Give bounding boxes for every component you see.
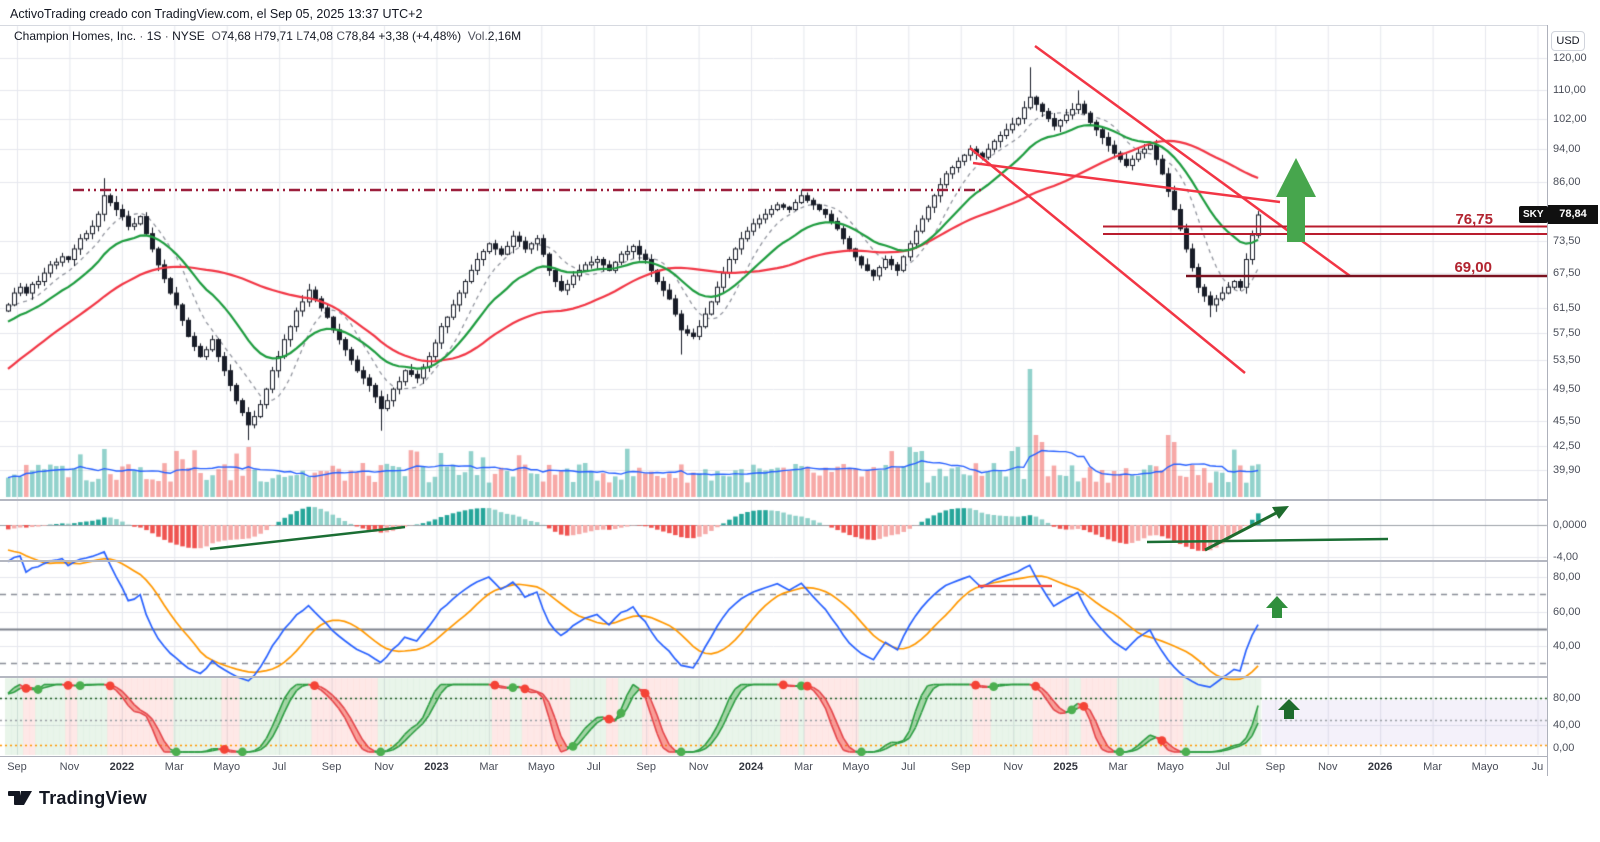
time-axis-label: Nov (1003, 761, 1023, 773)
time-axis-label: Sep (636, 761, 656, 773)
price-tick-label: 42,50 (1553, 440, 1581, 452)
time-axis-label: Sep (7, 761, 27, 773)
widget-border (0, 25, 1600, 26)
time-axis-label: Mar (1423, 761, 1443, 773)
last-price-badge: 78,84 (1548, 205, 1598, 224)
legend-timeframe[interactable]: 1S (146, 29, 162, 43)
time-axis-label: Jul (901, 761, 916, 773)
price-tick-label: 73,50 (1553, 235, 1581, 247)
time-axis[interactable] (0, 756, 1547, 777)
stoch-tick-label: 40,00 (1553, 719, 1581, 731)
symbol-legend[interactable]: Champion Homes, Inc. · 1S · NYSE O74,68 … (14, 29, 521, 43)
stoch-tick-label: 80,00 (1553, 692, 1581, 704)
time-axis-year-label: 2024 (738, 761, 764, 773)
time-axis-label: Mar (1108, 761, 1128, 773)
legend-change: +3,38 (+4,48%) (378, 29, 462, 43)
time-axis-label: Jul (272, 761, 287, 773)
price-tick-label: 86,00 (1553, 176, 1581, 188)
resistance-price-label[interactable]: 76,75 (1455, 211, 1493, 228)
tradingview-logo-icon (8, 791, 32, 805)
time-axis-label: Jul (586, 761, 601, 773)
time-axis-label: Nov (59, 761, 80, 773)
price-tick-label: 110,00 (1553, 84, 1586, 96)
symbol-title[interactable]: Champion Homes, Inc. (14, 29, 137, 43)
macd-tick-label: -4,00 (1553, 551, 1579, 563)
price-tick-label: 57,50 (1553, 327, 1581, 339)
time-axis-label: Sep (1265, 761, 1286, 773)
time-axis-year-label: 2023 (424, 761, 449, 773)
time-axis-year-label: 2022 (109, 761, 135, 773)
pane-separator[interactable] (0, 676, 1547, 678)
price-axis[interactable] (1547, 25, 1600, 776)
legend-volume: 2,16M (487, 29, 522, 43)
time-axis-label: Mayo (213, 761, 241, 773)
price-tick-label: 61,50 (1553, 302, 1581, 314)
price-tick-label: 120,00 (1553, 52, 1587, 64)
symbol-price-badge: SKY (1519, 206, 1548, 223)
time-axis-label: Jul (1215, 761, 1230, 773)
price-tick-label: 39,90 (1553, 464, 1581, 476)
time-axis-label: Ju (1531, 761, 1544, 773)
time-axis-year-label: 2026 (1367, 761, 1393, 773)
macd-tick-label: 0,0000 (1553, 519, 1587, 531)
stoch-tick-label: 0,00 (1553, 742, 1575, 754)
legend-exchange: NYSE (172, 29, 205, 43)
price-tick-label: 49,50 (1553, 383, 1581, 395)
time-axis-label: Mar (164, 761, 184, 773)
time-axis-label: Mayo (1157, 761, 1184, 773)
time-axis-label: Sep (950, 761, 971, 773)
time-axis-label: Mayo (527, 761, 555, 773)
tradingview-logo-text: TradingView (39, 787, 147, 808)
time-axis-label: Mar (479, 761, 499, 773)
legend-separator: · (139, 29, 147, 43)
rsi-tick-label: 40,00 (1553, 640, 1581, 652)
legend-ohlc: O74,68 H79,71 L74,08 C78,84 +3,38 (+4,48… (211, 29, 522, 43)
attribution-text: ActivoTrading creado con TradingView.com… (10, 7, 423, 21)
support-price-label[interactable]: 69,00 (1454, 259, 1492, 276)
price-tick-label: 67,50 (1553, 267, 1581, 279)
time-axis-label: Nov (688, 761, 709, 773)
price-tick-label: 53,50 (1553, 354, 1581, 366)
legend-separator2: · (161, 29, 173, 43)
pane-separator[interactable] (0, 560, 1547, 562)
price-tick-label: 102,00 (1553, 113, 1587, 125)
price-tick-label: 45,50 (1553, 415, 1581, 427)
currency-chip[interactable]: USD (1551, 31, 1585, 51)
rsi-tick-label: 60,00 (1553, 606, 1581, 618)
time-axis-label: Sep (321, 761, 342, 773)
time-axis-label: Mayo (1471, 761, 1499, 773)
time-axis-label: Nov (1317, 761, 1338, 773)
tradingview-logo[interactable]: TradingView (8, 786, 147, 810)
pane-separator[interactable] (0, 499, 1547, 501)
time-axis-label: Mar (793, 761, 813, 773)
time-axis-label: Mayo (842, 761, 870, 773)
price-tick-label: 94,00 (1553, 143, 1581, 155)
time-axis-year-label: 2025 (1053, 761, 1078, 773)
time-axis-label: Nov (374, 761, 394, 773)
rsi-tick-label: 80,00 (1553, 571, 1581, 583)
